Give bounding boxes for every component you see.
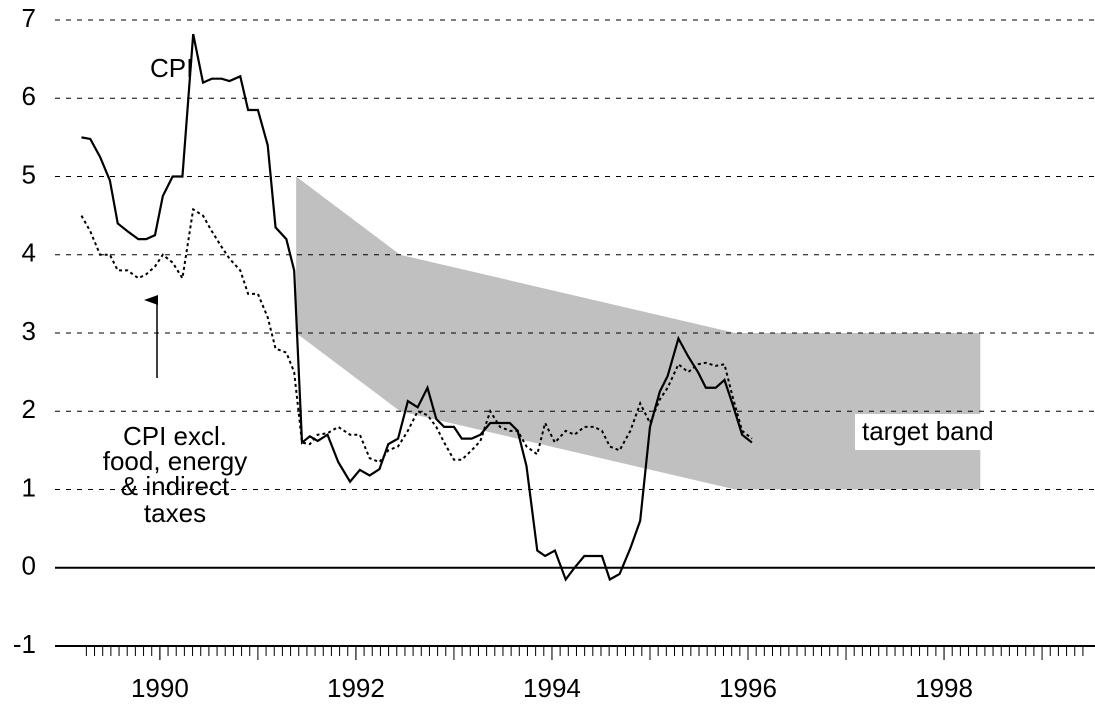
x-tick-label: 1996 (719, 673, 777, 703)
y-tick-label: 7 (22, 3, 36, 33)
band-label-bg (855, 414, 1017, 450)
x-tick-label: 1994 (523, 673, 581, 703)
line-layer (80, 33, 753, 582)
y-tick-label: 2 (22, 394, 36, 424)
y-tick-label: 4 (22, 238, 36, 268)
annotation: CPI excl. (123, 421, 227, 451)
y-tick-label: 3 (22, 316, 36, 346)
y-tick-label: 6 (22, 81, 36, 111)
x-tick-label: 1990 (131, 673, 189, 703)
band-label: target band (862, 416, 994, 446)
y-tick-label: 0 (22, 551, 36, 581)
y-tick-label: -1 (13, 629, 36, 659)
x-tick-label: 1998 (915, 673, 973, 703)
series-line (81, 33, 753, 582)
y-tick-label: 1 (22, 472, 36, 502)
annotation: food, energy (103, 446, 248, 476)
grid-layer (55, 19, 1095, 660)
x-tick-label: 1992 (327, 673, 385, 703)
series-line (80, 207, 753, 464)
annotation: taxes (144, 498, 206, 528)
y-tick-label: 5 (22, 159, 36, 189)
annotation: & indirect (121, 471, 230, 501)
annotation: CPI (150, 53, 193, 83)
